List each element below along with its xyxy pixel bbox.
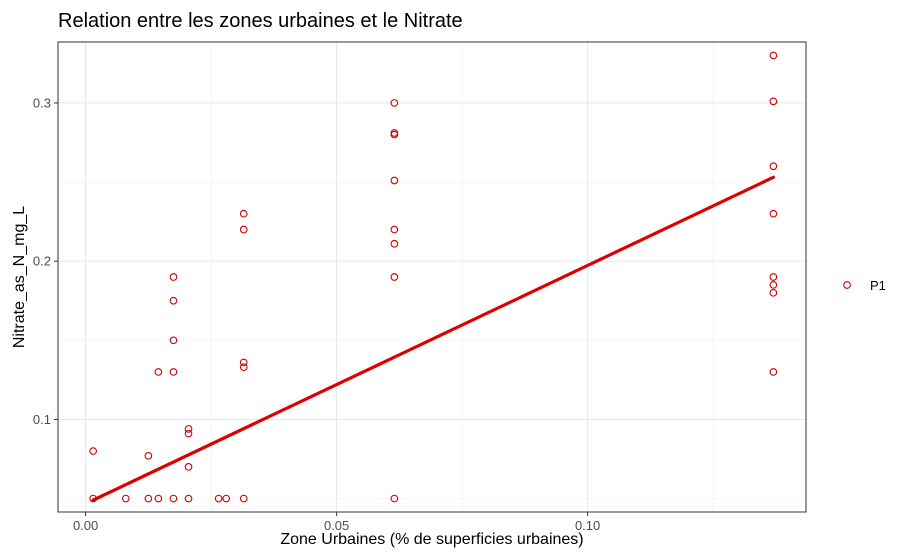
data-point	[154, 494, 163, 503]
y-tick-label: 0.3	[33, 95, 51, 110]
data-point	[184, 425, 193, 433]
data-point	[239, 363, 248, 372]
data-point	[769, 273, 778, 281]
data-point	[769, 288, 778, 297]
data-point	[239, 225, 248, 234]
data-point	[169, 273, 178, 281]
data-point	[184, 429, 193, 438]
data-point	[769, 97, 778, 106]
data-point	[390, 239, 399, 248]
data-point	[390, 130, 399, 139]
y-axis: 0.1 0.2 0.3	[33, 95, 58, 427]
data-point	[390, 273, 399, 281]
data-point	[121, 494, 130, 503]
data-point	[769, 51, 778, 60]
data-point	[169, 336, 178, 345]
trendline-group	[91, 175, 775, 502]
data-point	[239, 209, 248, 218]
data-point	[390, 176, 399, 185]
data-point	[390, 494, 399, 503]
y-tick-label: 0.1	[33, 412, 51, 427]
data-point	[769, 281, 778, 289]
data-point	[239, 358, 248, 367]
y-axis-title: Nitrate_as_N_mg_L	[11, 206, 28, 348]
y-tick-label: 0.2	[33, 254, 51, 269]
x-tick-label: 0.00	[73, 518, 98, 533]
data-point	[214, 494, 223, 503]
data-point	[169, 494, 178, 503]
data-point	[169, 296, 178, 305]
data-point	[769, 209, 778, 218]
plot-panel-border	[57, 41, 807, 513]
x-axis: 0.00 0.05 0.10	[73, 512, 600, 533]
data-point	[184, 494, 193, 503]
x-axis-title: Zone Urbaines (% de superficies urbaines…	[280, 531, 583, 548]
legend-key-marker	[843, 281, 851, 289]
data-point	[390, 225, 399, 234]
data-point	[144, 451, 153, 460]
x-tick-label: 0.10	[575, 518, 600, 533]
data-point	[184, 463, 193, 471]
data-point	[239, 494, 248, 503]
legend-label: P1	[870, 278, 886, 293]
data-point	[769, 162, 778, 171]
data-point	[154, 368, 163, 376]
data-point	[144, 494, 153, 503]
trend-line	[91, 175, 775, 502]
data-point	[222, 494, 231, 503]
x-tick-label: 0.05	[324, 518, 349, 533]
data-point	[390, 99, 399, 107]
data-point	[169, 368, 178, 376]
grid	[58, 42, 806, 512]
data-points	[89, 51, 778, 503]
chart-title: Relation entre les zones urbaines et le …	[58, 10, 463, 32]
data-point	[89, 494, 97, 503]
legend: P1	[843, 278, 886, 293]
data-point	[89, 447, 97, 455]
data-point	[769, 368, 778, 376]
